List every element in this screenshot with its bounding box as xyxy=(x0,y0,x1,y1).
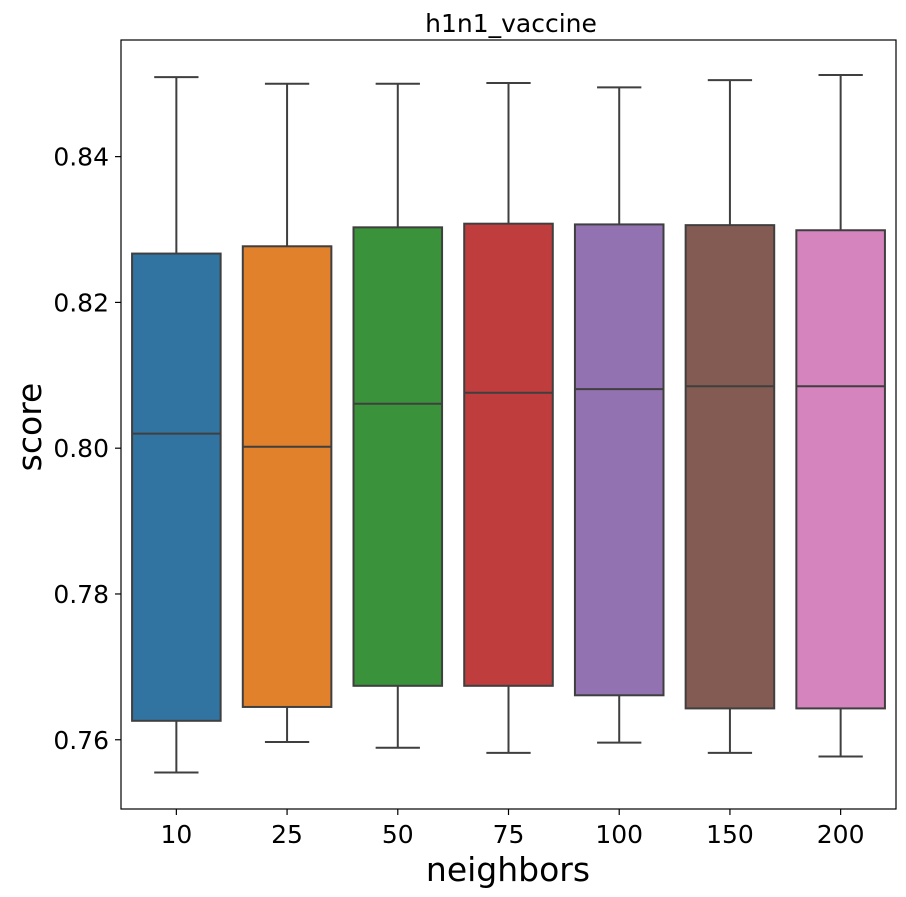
box-iqr xyxy=(795,229,886,710)
x-axis-label: neighbors xyxy=(426,850,590,889)
y-tick-label: 0.84 xyxy=(53,143,109,172)
box-iqr xyxy=(352,226,444,687)
x-tick-label: 50 xyxy=(382,820,414,849)
boxes-group xyxy=(131,73,886,774)
x-axis: 10 25 50 75 100 150 200 xyxy=(160,809,865,849)
chart-title: h1n1_vaccine xyxy=(425,9,597,38)
x-tick-label: 10 xyxy=(160,820,192,849)
y-tick-label: 0.76 xyxy=(53,726,109,755)
box-iqr xyxy=(241,245,333,708)
box-100 xyxy=(573,86,665,744)
y-tick-label: 0.78 xyxy=(53,580,109,609)
box-10 xyxy=(131,76,222,774)
box-iqr xyxy=(573,223,665,697)
box-200 xyxy=(795,73,886,758)
y-axis-label: score xyxy=(10,383,49,472)
box-75 xyxy=(463,82,554,754)
box-150 xyxy=(684,79,776,754)
y-tick-label: 0.80 xyxy=(53,434,109,463)
box-50 xyxy=(352,82,444,749)
x-tick-label: 100 xyxy=(595,820,643,849)
x-tick-label: 25 xyxy=(271,820,303,849)
y-axis: 0.76 0.78 0.80 0.82 0.84 xyxy=(53,143,121,755)
y-tick-label: 0.82 xyxy=(53,288,109,317)
box-iqr xyxy=(463,222,554,687)
box-iqr xyxy=(131,252,222,722)
box-iqr xyxy=(684,224,776,710)
x-tick-label: 150 xyxy=(706,820,754,849)
box-25 xyxy=(241,82,333,743)
x-tick-label: 200 xyxy=(817,820,865,849)
x-tick-label: 75 xyxy=(493,820,525,849)
